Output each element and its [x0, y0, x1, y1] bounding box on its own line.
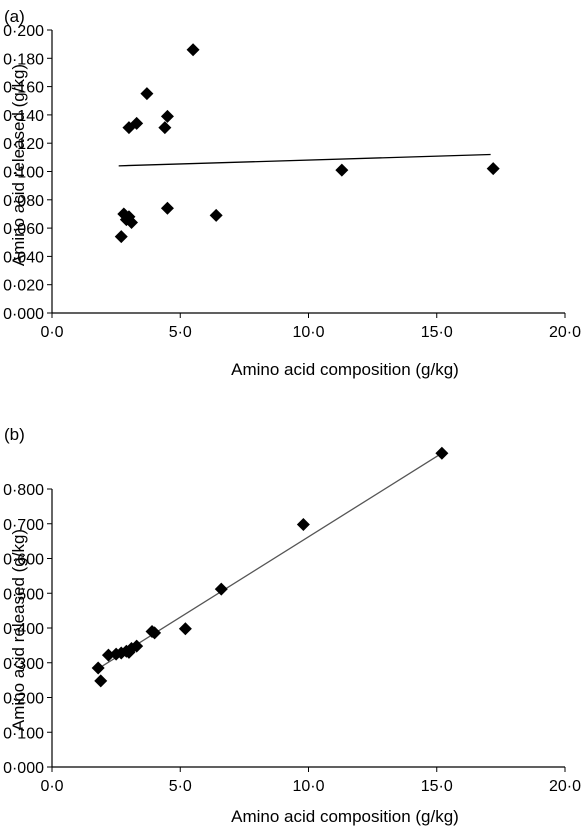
panel-a-data-point — [140, 87, 154, 101]
panel-a: (a) 0·0000·0200·0400·0600·0800·1000·1200… — [3, 7, 581, 379]
panel-b-plot-area: 0·000 0·100 0·200 0·300 0·400 0·500 0·600 0·700… — [3, 446, 581, 795]
panel-a-data-point — [209, 208, 223, 222]
panel-b-y-axis-title: Amino acid released (g/kg) — [9, 529, 28, 731]
panel-b-x-axis-title: Amino acid composition (g/kg) — [231, 807, 459, 826]
panel-a-data-point — [486, 162, 500, 176]
panel-a-y-tick-label: 0·020 — [3, 278, 44, 295]
panel-a-y-tick-label: 0·080 — [3, 193, 44, 210]
panel-a-x-tick-label: 15·0 — [421, 324, 453, 341]
panel-b-y-tick-label: 0·400 — [3, 621, 44, 638]
panel-a-y-tick-label: 0·180 — [3, 51, 44, 68]
panel-b-data-point — [214, 582, 228, 596]
panel-a-y-tick-label: 0·160 — [3, 80, 44, 97]
panel-b-y-tick-label: 0·100 — [3, 725, 44, 742]
panel-a-y-tick-label: 0·120 — [3, 136, 44, 153]
panel-b-data-point — [435, 446, 449, 460]
panel-b-x-tick-label: 5·0 — [169, 778, 192, 795]
panel-b-data-point — [94, 674, 108, 688]
panel-b-y-tick-label: 0·300 — [3, 656, 44, 673]
panel-a-x-tick-label: 5·0 — [169, 324, 192, 341]
panel-a-x-tick-label: 10·0 — [292, 324, 324, 341]
panel-b-x-tick-label: 20·0 — [549, 778, 581, 795]
panel-a-plot-area: 0·000 0·020 0·040 0·060 0·080 0·100 0·120 0·140… — [3, 23, 581, 341]
panel-a-data-point — [130, 116, 144, 130]
panel-b-data-point — [178, 622, 192, 636]
panel-a-y-axis-title: Amino acid released (g/kg) — [9, 64, 28, 266]
panel-b-y-tick-label: 0·800 — [3, 482, 44, 499]
panel-a-y-tick-label: 0·060 — [3, 221, 44, 238]
panel-b-data-point — [296, 517, 310, 531]
panel-b-y-tick-label: 0·600 — [3, 552, 44, 569]
panel-a-y-tick-label: 0·200 — [3, 23, 44, 40]
panel-a-y-tick-label: 0·040 — [3, 249, 44, 266]
panel-a-y-tick-label: 0·140 — [3, 108, 44, 125]
panel-a-x-tick-label: 20·0 — [549, 324, 581, 341]
panel-a-data-point — [114, 230, 128, 244]
panel-b-data-point — [101, 648, 115, 662]
panel-b-data-point — [130, 639, 144, 653]
panel-b-x-tick-label: 10·0 — [292, 778, 324, 795]
panel-a-data-point — [125, 215, 139, 229]
panel-a-data-point — [160, 109, 174, 123]
panel-b: (b) 0·0000·1000·2000·3000·4000·5000·6000… — [3, 425, 581, 826]
panel-b-x-tick-label: 0·0 — [40, 778, 63, 795]
panel-b-y-tick-label: 0·500 — [3, 586, 44, 603]
panel-a-y-tick-label: 0·100 — [3, 165, 44, 182]
panel-a-data-point — [160, 201, 174, 215]
panel-b-data-point — [148, 626, 162, 640]
panel-b-y-tick-label: 0·700 — [3, 517, 44, 534]
panel-a-x-axis-title: Amino acid composition (g/kg) — [231, 360, 459, 379]
panel-a-data-point — [186, 43, 200, 57]
panel-a-x-tick-label: 0·0 — [40, 324, 63, 341]
panel-a-y-tick-label: 0·000 — [3, 306, 44, 323]
panel-a-data-point — [335, 163, 349, 177]
panel-b-label: (b) — [4, 425, 25, 444]
panel-a-data-point — [117, 207, 131, 221]
panel-a-data-point — [158, 121, 172, 135]
panel-b-data-point — [91, 661, 105, 675]
panel-a-label: (a) — [4, 7, 25, 26]
panel-a-trendline — [118, 153, 491, 167]
panel-b-trendline — [97, 452, 443, 670]
panel-b-x-tick-label: 15·0 — [421, 778, 453, 795]
panel-b-y-tick-label: 0·000 — [3, 760, 44, 777]
panel-b-y-tick-label: 0·200 — [3, 691, 44, 708]
